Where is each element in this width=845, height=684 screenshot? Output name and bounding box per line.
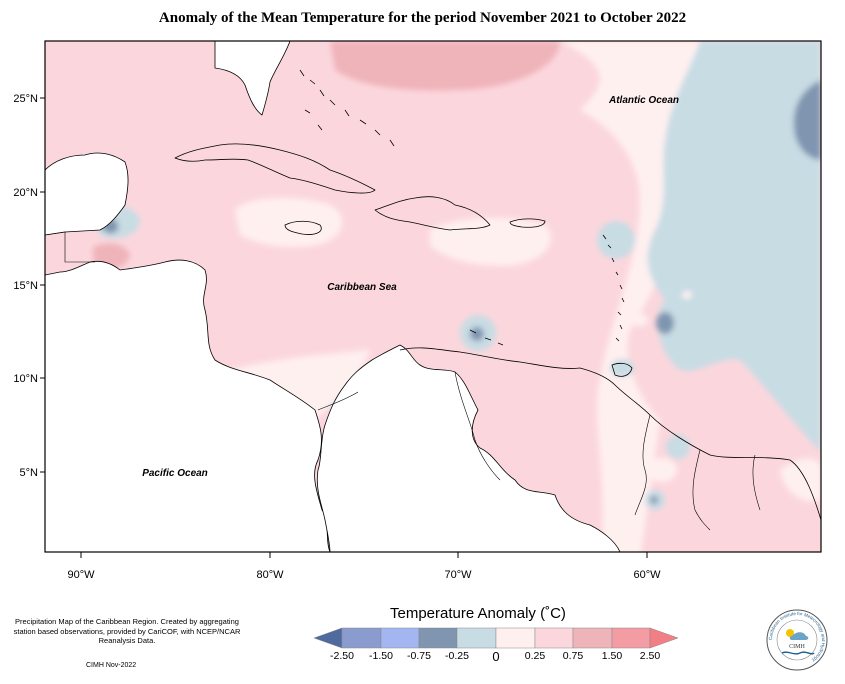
legend-colorbar [313, 627, 679, 649]
legend-swatch-7 [572, 627, 613, 649]
anomaly-pale-patch-1 [682, 291, 692, 299]
island-jamaica [284, 220, 322, 235]
island-cuba [174, 143, 376, 194]
legend-tick-7: 1.50 [602, 650, 623, 662]
map-title: Anomaly of the Mean Temperature for the … [158, 10, 687, 26]
anomaly-cold-curacao [470, 327, 484, 341]
island-curacao-aruba [469, 329, 504, 346]
sun-icon [786, 629, 794, 637]
anomaly-cool-guadeloupe [597, 221, 635, 259]
label-caribbean-sea: Caribbean Sea [327, 282, 397, 293]
island-outlines [174, 69, 821, 521]
cloud-icon [789, 632, 809, 640]
legend-title: Temperature Anomaly (˚C) [390, 605, 566, 622]
anomaly-pale-atlantic [560, 41, 821, 552]
island-lesser-antilles [602, 234, 625, 342]
anomaly-cold-east [793, 80, 821, 160]
legend-swatch-2 [380, 627, 420, 649]
lat-label-25: 25°N [13, 93, 38, 105]
wave-icon [781, 651, 815, 655]
legend-swatch-1 [341, 627, 382, 649]
lat-label-5: 5°N [20, 467, 39, 479]
lon-axis [80, 552, 648, 558]
label-atlantic-ocean: Atlantic Ocean [608, 95, 679, 106]
legend-tick-6: 0.75 [563, 650, 584, 662]
island-hispaniola [374, 196, 491, 231]
border-mexico-guatemala [45, 231, 95, 263]
land-central-america [45, 259, 331, 552]
anomaly-cool-atlantic [647, 41, 821, 452]
lon-label-80: 80°W [256, 569, 284, 581]
anomaly-pale-guyana [647, 458, 677, 482]
lon-label-90: 90°W [67, 569, 95, 581]
border-venezuela-guyana [634, 414, 651, 516]
land-south-america [316, 344, 621, 552]
cimh-logo: Caribbean Institute for Meteorology and … [766, 609, 828, 671]
legend-tick-3: -0.25 [445, 650, 469, 662]
anomaly-cool-guyana [666, 435, 690, 459]
footnote: Precipitation Map of the Caribbean Regio… [13, 617, 241, 645]
legend-tick-5: 0.25 [525, 650, 546, 662]
legend-tick-0: -2.50 [330, 650, 354, 662]
logo-center-text: CIMH [789, 644, 805, 650]
legend-tick-4: 0 [492, 649, 499, 664]
lon-label-70: 70°W [444, 569, 472, 581]
island-bahamas [299, 69, 395, 147]
label-pacific-ocean: Pacific Ocean [142, 468, 208, 479]
legend-swatch-6 [534, 627, 574, 649]
lon-label-60: 60°W [633, 569, 661, 581]
lat-label-10: 10°N [13, 373, 38, 385]
anomaly-cold-south-guyana [650, 496, 658, 504]
lat-label-15: 15°N [13, 280, 38, 292]
legend-tick-2: -0.75 [407, 650, 431, 662]
island-puerto-rico [509, 218, 546, 228]
credit: CIMH Nov-2022 [86, 662, 137, 669]
anomaly-pale-center [235, 198, 342, 247]
legend-swatch-8 [611, 627, 651, 649]
country-borders [45, 231, 761, 531]
anomaly-pale-patch-2 [632, 314, 648, 326]
legend-tick-1: -1.50 [369, 650, 393, 662]
lat-axis [40, 97, 45, 473]
border-venezuela-colombia [454, 371, 501, 481]
legend-swatch-3 [418, 627, 458, 649]
legend-swatch-9 [649, 627, 679, 649]
legend-swatch-5 [495, 627, 536, 649]
coast-venezuela [399, 347, 821, 521]
lat-label-20: 20°N [13, 187, 38, 199]
island-trinidad [611, 362, 633, 377]
anomaly-high-north [330, 41, 560, 91]
legend-swatch-0 [313, 627, 343, 649]
border-guyana-suriname [692, 449, 711, 531]
land-areas [45, 41, 621, 552]
border-suriname-guiana [752, 454, 761, 511]
legend-tick-8: 2.50 [640, 650, 661, 662]
anomaly-cold-barbados [656, 312, 674, 334]
land-yucatan [45, 152, 129, 236]
land-florida [214, 41, 291, 116]
anomaly-field [45, 41, 821, 552]
legend-swatch-4 [456, 627, 497, 649]
anomaly-cool-trinidad [610, 359, 634, 377]
map-frame [44, 40, 822, 553]
border-colombia-panama [317, 391, 359, 411]
anomaly-pale-hispaniola [430, 218, 551, 266]
